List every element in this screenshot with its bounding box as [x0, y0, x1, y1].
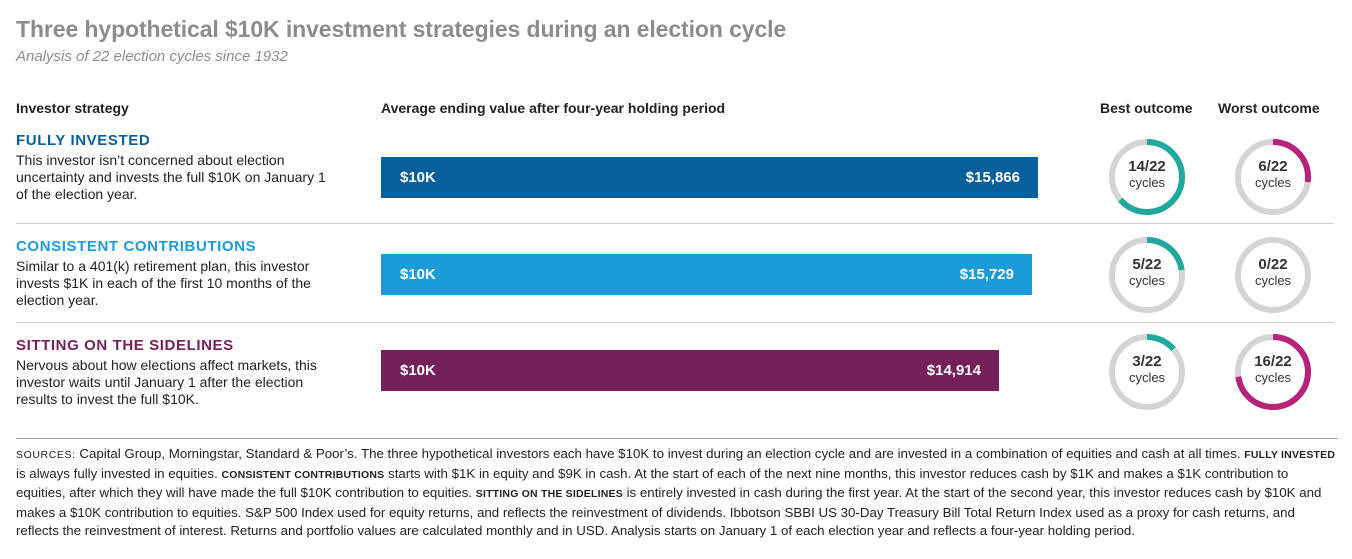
- strategy-row-sitting-on-sidelines: SITTING ON THE SIDELINES Nervous about h…: [16, 334, 1334, 435]
- footnote-consistent-label: CONSISTENT CONTRIBUTIONS: [221, 468, 385, 481]
- bar-start-label: $10K: [400, 362, 436, 379]
- row-divider: [16, 322, 1334, 323]
- best-outcome-arc: [1109, 237, 1185, 313]
- best-outcome-arc: [1109, 139, 1185, 215]
- strategy-description: Nervous about how elections affect marke…: [16, 357, 317, 407]
- strategy-description: This investor isn’t concerned about elec…: [16, 152, 326, 202]
- bar-value-label: $15,866: [965, 169, 1020, 186]
- sources-label: SOURCES:: [16, 449, 76, 461]
- header-best-outcome: Best outcome: [1100, 100, 1193, 116]
- footnote-text: Capital Group, Morningstar, Standard & P…: [75, 446, 1245, 461]
- best-outcome-cycles: cycles: [1128, 273, 1166, 288]
- worst-outcome-fraction: 0/22: [1258, 256, 1288, 273]
- strategy-row-fully-invested: FULLY INVESTED This investor isn’t conce…: [16, 132, 1334, 230]
- footnote-divider: [16, 438, 1338, 439]
- strategy-description: Similar to a 401(k) retirement plan, thi…: [16, 258, 311, 308]
- header-investor-strategy: Investor strategy: [16, 100, 129, 116]
- bar-sitting-on-sidelines: $10K $14,914: [381, 350, 999, 391]
- footnote-sidelines-label: SITTING ON THE SIDELINES: [475, 488, 623, 500]
- worst-outcome-ring: 16/22 cycles: [1235, 334, 1311, 410]
- worst-outcome-arc: [1235, 334, 1311, 410]
- worst-outcome-ring: 6/22 cycles: [1235, 139, 1311, 215]
- header-average-ending-value: Average ending value after four-year hol…: [381, 100, 726, 116]
- worst-outcome-fraction: 16/22: [1254, 353, 1292, 370]
- best-outcome-ring: 3/22 cycles: [1109, 334, 1185, 410]
- best-outcome-ring: 5/22 cycles: [1109, 237, 1185, 313]
- bar-fully-invested: $10K $15,866: [381, 157, 1038, 198]
- worst-outcome-cycles: cycles: [1254, 370, 1292, 385]
- worst-outcome-donut: [1235, 139, 1311, 215]
- bar-consistent-contributions: $10K $15,729: [381, 254, 1032, 295]
- bar-start-label: $10K: [400, 266, 436, 283]
- best-outcome-cycles: cycles: [1128, 175, 1166, 190]
- best-outcome-fraction: 5/22: [1132, 256, 1162, 273]
- worst-outcome-donut: [1235, 334, 1311, 410]
- worst-outcome-cycles: cycles: [1254, 175, 1292, 190]
- best-outcome-cycles: cycles: [1128, 370, 1166, 385]
- strategy-name: FULLY INVESTED: [16, 132, 151, 149]
- worst-outcome-fraction: 6/22: [1258, 158, 1288, 175]
- ring-track: [1235, 237, 1311, 313]
- header-worst-outcome: Worst outcome: [1218, 100, 1320, 116]
- footnote-text: is always fully invested in equities.: [16, 465, 222, 481]
- bar-start-label: $10K: [400, 169, 436, 186]
- chart-subtitle: Analysis of 22 election cycles since 193…: [16, 48, 288, 65]
- worst-outcome-ring: 0/22 cycles: [1235, 237, 1311, 313]
- sources-footnote: SOURCES: Capital Group, Morningstar, Sta…: [16, 445, 1341, 541]
- chart-title: Three hypothetical $10K investment strat…: [16, 16, 787, 42]
- footnote-text: starts with $1K in equity and $9K in cas…: [16, 465, 1289, 501]
- worst-outcome-cycles: cycles: [1254, 273, 1292, 288]
- strategy-name: CONSISTENT CONTRIBUTIONS: [16, 238, 257, 255]
- best-outcome-fraction: 14/22: [1128, 158, 1166, 175]
- bar-value-label: $14,914: [926, 362, 981, 379]
- best-outcome-ring: 14/22 cycles: [1109, 139, 1185, 215]
- footnote-fully-invested-label: FULLY INVESTED: [1244, 449, 1336, 461]
- worst-outcome-arc: [1235, 139, 1311, 215]
- footnote-text: is entirely invested in cash during the …: [16, 485, 1322, 538]
- row-divider: [16, 223, 1334, 224]
- worst-outcome-donut: [1235, 237, 1311, 313]
- strategy-name: SITTING ON THE SIDELINES: [16, 337, 234, 354]
- best-outcome-arc: [1109, 334, 1185, 410]
- best-outcome-donut: [1109, 139, 1185, 215]
- bar-value-label: $15,729: [959, 266, 1014, 283]
- strategy-row-consistent-contributions: CONSISTENT CONTRIBUTIONS Similar to a 40…: [16, 237, 1334, 336]
- best-outcome-donut: [1109, 334, 1185, 410]
- best-outcome-donut: [1109, 237, 1185, 313]
- best-outcome-fraction: 3/22: [1132, 353, 1162, 370]
